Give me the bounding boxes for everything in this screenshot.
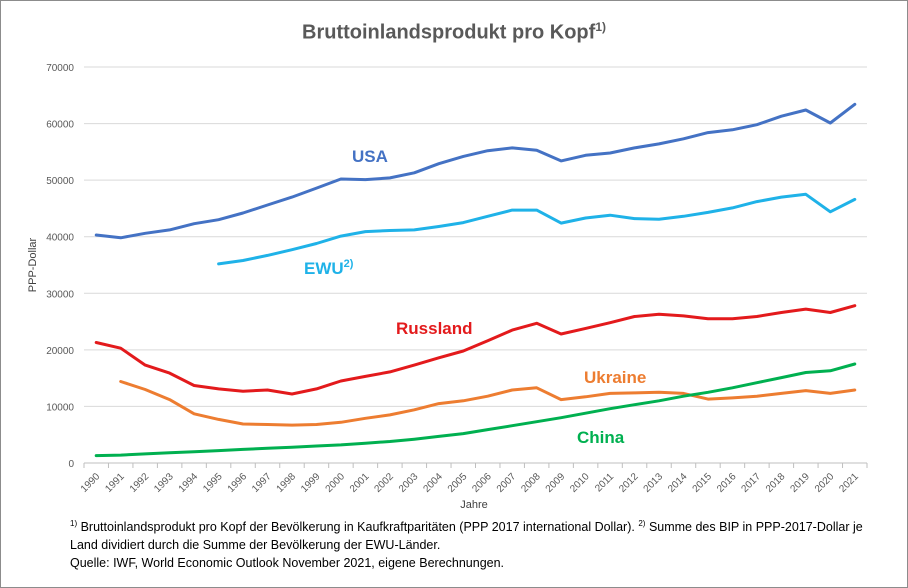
series-label-ewu: EWU2) bbox=[304, 258, 354, 278]
x-tick-label: 1997 bbox=[250, 471, 274, 495]
series-label-usa: USA bbox=[352, 147, 388, 166]
x-tick-label: 2005 bbox=[446, 471, 470, 495]
series-line-china bbox=[94, 362, 857, 458]
series-labels: USA EWU2) Russland Ukraine China bbox=[304, 147, 646, 447]
series-lines bbox=[94, 102, 857, 458]
x-tick-label: 2013 bbox=[642, 471, 666, 495]
x-tick-label: 1993 bbox=[152, 471, 176, 495]
footnote-2-text-b: Land dividiert durch die Summe der Bevöl… bbox=[70, 538, 441, 553]
x-tick-label: 2012 bbox=[617, 471, 641, 495]
footnotes: 1) Bruttoinlandsprodukt pro Kopf der Bev… bbox=[70, 515, 870, 572]
series-label-footnote-marker: 2) bbox=[344, 258, 354, 270]
x-axis-label: Jahre bbox=[460, 499, 488, 511]
x-tick-label: 2000 bbox=[324, 471, 348, 495]
y-tick-label: 70000 bbox=[46, 63, 74, 74]
x-tick-label: 2019 bbox=[788, 471, 812, 495]
x-tick-label: 2021 bbox=[837, 471, 861, 495]
x-tick-label: 1996 bbox=[226, 471, 250, 495]
x-tick-label: 1999 bbox=[299, 471, 323, 495]
series-label-ukraine: Ukraine bbox=[584, 368, 646, 387]
footnote-1-marker: 1) bbox=[70, 519, 78, 528]
x-tick-label: 1998 bbox=[275, 471, 299, 495]
x-tick-label: 2007 bbox=[495, 471, 519, 495]
y-tick-label: 60000 bbox=[46, 120, 74, 131]
x-tick-label: 2010 bbox=[568, 471, 592, 495]
x-tick-label: 2017 bbox=[740, 471, 764, 495]
series-line-ewu bbox=[217, 192, 857, 266]
x-tick-label: 1991 bbox=[103, 471, 127, 495]
x-tick-label: 2004 bbox=[421, 471, 445, 495]
footnote-line-1: 1) Bruttoinlandsprodukt pro Kopf der Bev… bbox=[70, 515, 870, 536]
y-tick-label: 30000 bbox=[46, 289, 74, 300]
x-tick-label: 2002 bbox=[372, 471, 396, 495]
x-tick-label: 2008 bbox=[519, 471, 543, 495]
series-line-ukraine bbox=[119, 380, 857, 427]
y-tick-label: 40000 bbox=[46, 233, 74, 244]
series-line-usa bbox=[94, 102, 857, 240]
x-tick-label: 1990 bbox=[79, 471, 103, 495]
x-tick-label: 2001 bbox=[348, 471, 372, 495]
x-tick-label: 1992 bbox=[128, 471, 152, 495]
footnote-2-marker: 2) bbox=[638, 519, 646, 528]
y-axis-label: PPP-Dollar bbox=[27, 237, 39, 292]
x-tick-label: 2011 bbox=[593, 471, 616, 494]
footnote-2-text-a: Summe des BIP in PPP-2017-Dollar je bbox=[645, 520, 863, 535]
chart-title: Bruttoinlandsprodukt pro Kopf1) bbox=[0, 20, 908, 45]
chart-title-footnote-marker: 1) bbox=[595, 20, 606, 34]
x-tick-label: 2014 bbox=[666, 471, 690, 495]
series-label-russland: Russland bbox=[396, 319, 473, 338]
source-note: Quelle: IWF, World Economic Outlook Nove… bbox=[70, 556, 505, 571]
chart-title-text: Bruttoinlandsprodukt pro Kopf bbox=[302, 21, 596, 44]
series-line-russland bbox=[94, 304, 857, 396]
x-tick-label: 2018 bbox=[764, 471, 788, 495]
series-label-china: China bbox=[577, 428, 625, 447]
y-tick-label: 10000 bbox=[46, 402, 74, 413]
y-tick-label: 50000 bbox=[46, 176, 74, 187]
gridlines bbox=[84, 66, 867, 407]
x-tick-label: 1994 bbox=[177, 471, 201, 495]
x-tick-label: 1995 bbox=[201, 471, 225, 495]
x-tick-label: 2003 bbox=[397, 471, 421, 495]
y-tick-label: 20000 bbox=[46, 346, 74, 357]
x-tick-label: 2009 bbox=[544, 471, 568, 495]
x-tick-label: 2006 bbox=[470, 471, 494, 495]
x-tick-label: 2020 bbox=[813, 471, 837, 495]
x-tick-label: 2016 bbox=[715, 471, 739, 495]
y-tick-label: 0 bbox=[68, 459, 74, 470]
x-tick-label: 2015 bbox=[691, 471, 715, 495]
footnote-1-text: Bruttoinlandsprodukt pro Kopf der Bevölk… bbox=[77, 520, 639, 535]
